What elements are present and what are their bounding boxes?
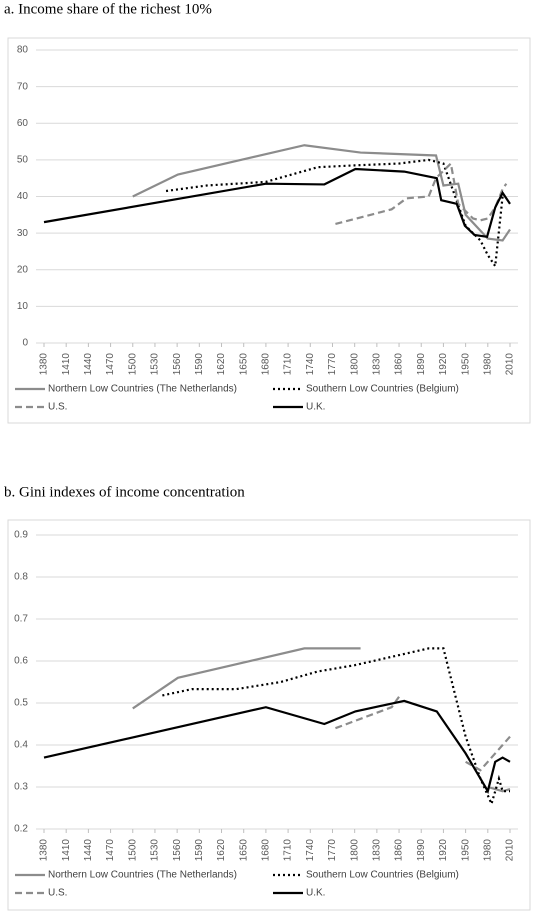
x-tick-label: 1410: [61, 353, 72, 376]
legend-label: Northern Low Countries (The Netherlands): [48, 384, 237, 395]
y-tick-label: 80: [17, 45, 29, 56]
x-tick-label: 2010: [505, 353, 516, 376]
x-tick-label: 1800: [349, 839, 360, 862]
y-tick-label: 0.9: [14, 530, 28, 541]
x-tick-label: 1620: [216, 839, 227, 862]
y-tick-label: 30: [17, 228, 29, 239]
y-tick-label: 0: [22, 338, 28, 349]
x-tick-label: 1500: [127, 353, 138, 376]
x-tick-label: 1830: [371, 353, 382, 376]
x-tick-label: 1770: [327, 839, 338, 862]
x-tick-label: 1380: [39, 839, 50, 862]
x-tick-label: 1740: [305, 353, 316, 376]
series-line: [132, 144, 511, 242]
legend-label: U.K.: [306, 402, 325, 413]
x-tick-label: 1920: [438, 353, 449, 376]
y-tick-label: 60: [17, 118, 29, 129]
x-tick-label: 1980: [482, 839, 493, 862]
x-tick-label: 1890: [416, 839, 427, 862]
x-tick-label: 1470: [105, 839, 116, 862]
x-tick-label: 1590: [194, 839, 205, 862]
x-tick-label: 1650: [238, 353, 249, 376]
series-line: [132, 647, 511, 793]
x-tick-label: 1530: [150, 353, 161, 376]
legend-label: Southern Low Countries (Belgium): [306, 384, 459, 395]
legend-label: Southern Low Countries (Belgium): [306, 870, 459, 881]
x-tick-label: 2010: [505, 839, 516, 862]
y-tick-label: 20: [17, 264, 29, 275]
legend-label: U.K.: [306, 888, 325, 899]
y-tick-label: 0.4: [14, 740, 28, 751]
x-tick-label: 1830: [371, 839, 382, 862]
x-tick-label: 1950: [460, 353, 471, 376]
series-line: [165, 158, 504, 270]
y-tick-label: 0.3: [14, 782, 28, 793]
x-tick-label: 1860: [394, 353, 405, 376]
x-tick-label: 1950: [460, 839, 471, 862]
x-tick-label: 1740: [305, 839, 316, 862]
x-tick-label: 1440: [83, 353, 94, 376]
x-tick-label: 1620: [216, 353, 227, 376]
y-tick-label: 0.7: [14, 614, 28, 625]
series-line: [335, 161, 508, 226]
x-tick-label: 1710: [283, 353, 294, 376]
x-tick-label: 1590: [194, 353, 205, 376]
chart-title: a. Income share of the richest 10%: [4, 1, 212, 17]
chart-title: b. Gini indexes of income concentration: [4, 484, 245, 500]
y-tick-label: 40: [17, 191, 29, 202]
x-tick-label: 1920: [438, 839, 449, 862]
y-tick-label: 10: [17, 301, 29, 312]
x-tick-label: 1860: [394, 839, 405, 862]
x-tick-label: 1440: [83, 839, 94, 862]
y-tick-label: 0.2: [14, 824, 28, 835]
legend-label: Northern Low Countries (The Netherlands): [48, 870, 237, 881]
chart-frame: [7, 37, 531, 424]
y-tick-label: 70: [17, 81, 29, 92]
x-tick-label: 1380: [39, 353, 50, 376]
x-tick-label: 1710: [283, 839, 294, 862]
x-tick-label: 1470: [105, 353, 116, 376]
y-tick-label: 0.5: [14, 698, 28, 709]
legend-label: U.S.: [48, 402, 67, 413]
x-tick-label: 1500: [127, 839, 138, 862]
x-tick-label: 1680: [261, 839, 272, 862]
x-tick-label: 1890: [416, 353, 427, 376]
x-tick-label: 1530: [150, 839, 161, 862]
x-tick-label: 1980: [482, 353, 493, 376]
x-tick-label: 1560: [172, 353, 183, 376]
legend-label: U.S.: [48, 888, 67, 899]
y-tick-label: 50: [17, 155, 29, 166]
series-line: [43, 699, 511, 795]
x-tick-label: 1410: [61, 839, 72, 862]
y-tick-label: 0.6: [14, 656, 28, 667]
series-line: [43, 167, 511, 239]
series-line: [335, 696, 511, 772]
series-line: [162, 647, 510, 808]
x-tick-label: 1650: [238, 839, 249, 862]
x-tick-label: 1770: [327, 353, 338, 376]
x-tick-label: 1800: [349, 353, 360, 376]
y-tick-label: 0.8: [14, 572, 28, 583]
chart-frame: [7, 519, 531, 911]
x-tick-label: 1560: [172, 839, 183, 862]
x-tick-label: 1680: [261, 353, 272, 376]
